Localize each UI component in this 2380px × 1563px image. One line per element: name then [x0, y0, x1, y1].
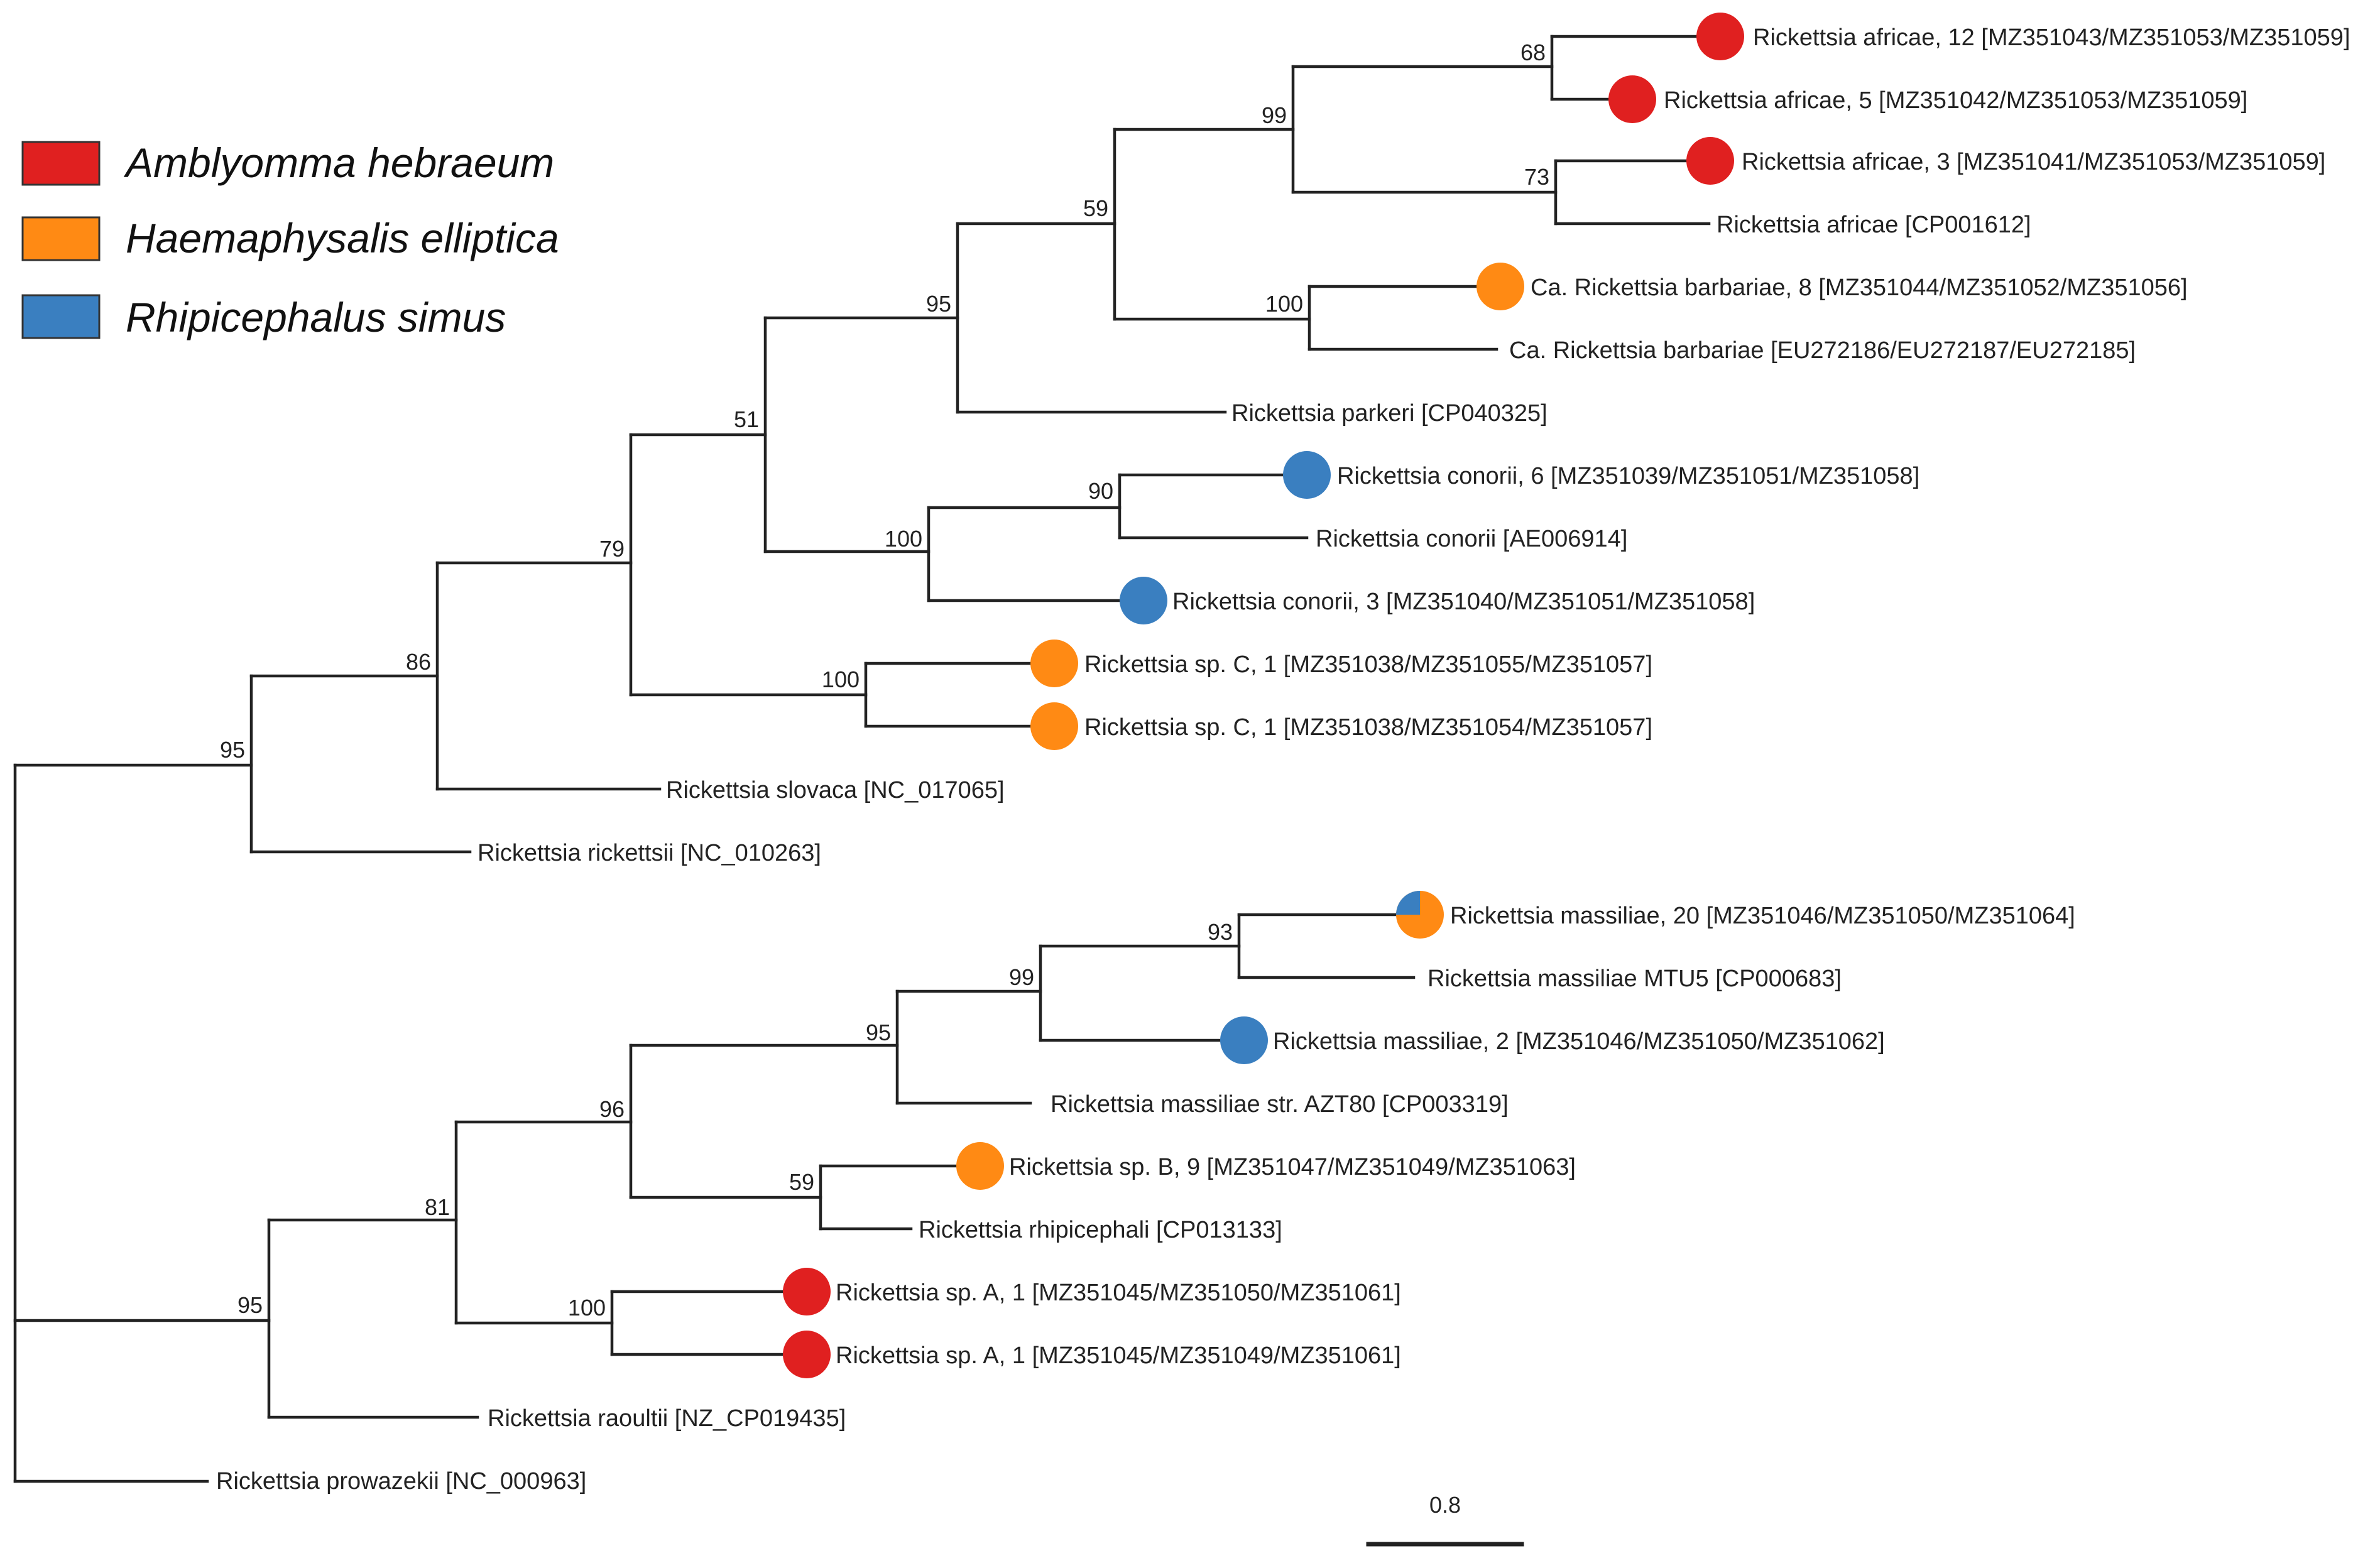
host-marker-amblyomma	[1696, 13, 1744, 60]
tip-label: Rickettsia sp. C, 1 [MZ351038/MZ351054/M…	[1084, 714, 1652, 741]
tip-label: Rickettsia sp. A, 1 [MZ351045/MZ351050/M…	[836, 1280, 1401, 1306]
bootstrap-label: 100	[568, 1295, 606, 1321]
tip-label: Rickettsia africae, 12 [MZ351043/MZ35105…	[1753, 25, 2350, 51]
bootstrap-label: 79	[599, 536, 625, 562]
tip-labels: Rickettsia africae, 12 [MZ351043/MZ35105…	[216, 25, 2350, 1495]
bootstrap-label: 99	[1262, 102, 1287, 128]
bootstrap-label: 96	[599, 1096, 625, 1122]
legend-label-amblyomma: Amblyomma hebraeum	[123, 139, 554, 186]
tip-label: Rickettsia parkeri [CP040325]	[1231, 400, 1548, 427]
host-marker-haemaphysalis	[956, 1142, 1004, 1190]
tip-label: Rickettsia sp. B, 9 [MZ351047/MZ351049/M…	[1009, 1154, 1576, 1180]
bootstrap-label: 73	[1524, 164, 1549, 190]
tip-label: Rickettsia conorii, 6 [MZ351039/MZ351051…	[1337, 463, 1919, 489]
host-marker-amblyomma	[783, 1331, 831, 1378]
tip-label: Rickettsia slovaca [NC_017065]	[666, 777, 1005, 803]
pie-slice-rhipicephalus	[1396, 891, 1420, 915]
tip-label: Rickettsia rhipicephali [CP013133]	[919, 1217, 1282, 1243]
bootstrap-label: 100	[1265, 291, 1303, 317]
tip-label: Rickettsia raoultii [NZ_CP019435]	[488, 1405, 846, 1432]
bootstrap-label: 93	[1208, 919, 1233, 945]
tip-label: Ca. Rickettsia barbariae [EU272186/EU272…	[1509, 337, 2136, 364]
tip-label: Rickettsia africae, 5 [MZ351042/MZ351053…	[1664, 87, 2247, 114]
legend-label-rhipicephalus: Rhipicephalus simus	[126, 294, 506, 340]
tree-branches	[13, 35, 1722, 1483]
tip-label: Rickettsia prowazekii [NC_000963]	[216, 1468, 586, 1495]
bootstrap-label: 100	[822, 667, 860, 692]
tip-label: Rickettsia africae, 3 [MZ351041/MZ351053…	[1742, 149, 2325, 175]
legend-swatch-rhipicephalus	[21, 294, 101, 339]
bootstrap-label: 81	[425, 1194, 450, 1220]
host-marker-haemaphysalis	[1030, 640, 1078, 687]
tip-label: Rickettsia africae [CP001612]	[1717, 212, 2031, 238]
bootstrap-label: 51	[734, 406, 759, 432]
host-marker-haemaphysalis	[1030, 702, 1078, 750]
bootstrap-label: 86	[406, 649, 431, 675]
bootstrap-label: 95	[926, 291, 951, 317]
legend-swatch-haemaphysalis	[21, 216, 101, 261]
host-marker-rhipicephalus	[1220, 1016, 1268, 1064]
bootstrap-label: 90	[1088, 478, 1113, 504]
legend-swatch-amblyomma	[21, 141, 101, 186]
tip-label: Rickettsia sp. C, 1 [MZ351038/MZ351055/M…	[1084, 651, 1652, 678]
bootstrap-label: 59	[1083, 195, 1108, 221]
bootstrap-label: 95	[220, 737, 245, 763]
bootstrap-label: 95	[866, 1020, 891, 1045]
tip-label: Rickettsia massiliae, 20 [MZ351046/MZ351…	[1450, 903, 2075, 929]
bootstrap-label: 59	[789, 1169, 814, 1195]
bootstrap-values: 68 73 99 100 59 95 90 100 51 100 79 86 9…	[220, 40, 1549, 1321]
host-marker-amblyomma	[1608, 75, 1656, 123]
tip-label: Ca. Rickettsia barbariae, 8 [MZ351044/MZ…	[1531, 275, 2188, 301]
tip-label: Rickettsia massiliae, 2 [MZ351046/MZ3510…	[1273, 1028, 1885, 1055]
tip-label: Rickettsia conorii, 3 [MZ351040/MZ351051…	[1172, 589, 1755, 615]
legend: Amblyomma hebraeum Haemaphysalis ellipti…	[21, 139, 559, 340]
bootstrap-label: 68	[1520, 40, 1546, 65]
bootstrap-label: 99	[1009, 964, 1034, 990]
tip-label: Rickettsia massiliae MTU5 [CP000683]	[1427, 966, 1842, 992]
bootstrap-label: 95	[237, 1292, 263, 1318]
legend-label-haemaphysalis: Haemaphysalis elliptica	[126, 215, 559, 261]
host-marker-amblyomma	[783, 1268, 831, 1315]
bootstrap-label: 100	[885, 526, 922, 552]
tip-label: Rickettsia sp. A, 1 [MZ351045/MZ351049/M…	[836, 1342, 1401, 1369]
tip-label: Rickettsia rickettsii [NC_010263]	[478, 840, 821, 866]
host-marker-rhipicephalus	[1283, 451, 1331, 499]
scale-bar-label: 0.8	[1429, 1492, 1461, 1518]
host-marker-haemaphysalis	[1477, 263, 1524, 310]
host-marker-pie	[1396, 891, 1444, 939]
tip-label: Rickettsia massiliae str. AZT80 [CP00331…	[1051, 1091, 1509, 1118]
scale-bar: 0.8	[1366, 1492, 1524, 1547]
host-marker-amblyomma	[1686, 137, 1734, 185]
tip-label: Rickettsia conorii [AE006914]	[1316, 526, 1627, 552]
host-markers	[783, 13, 1744, 1378]
host-marker-rhipicephalus	[1120, 577, 1167, 624]
